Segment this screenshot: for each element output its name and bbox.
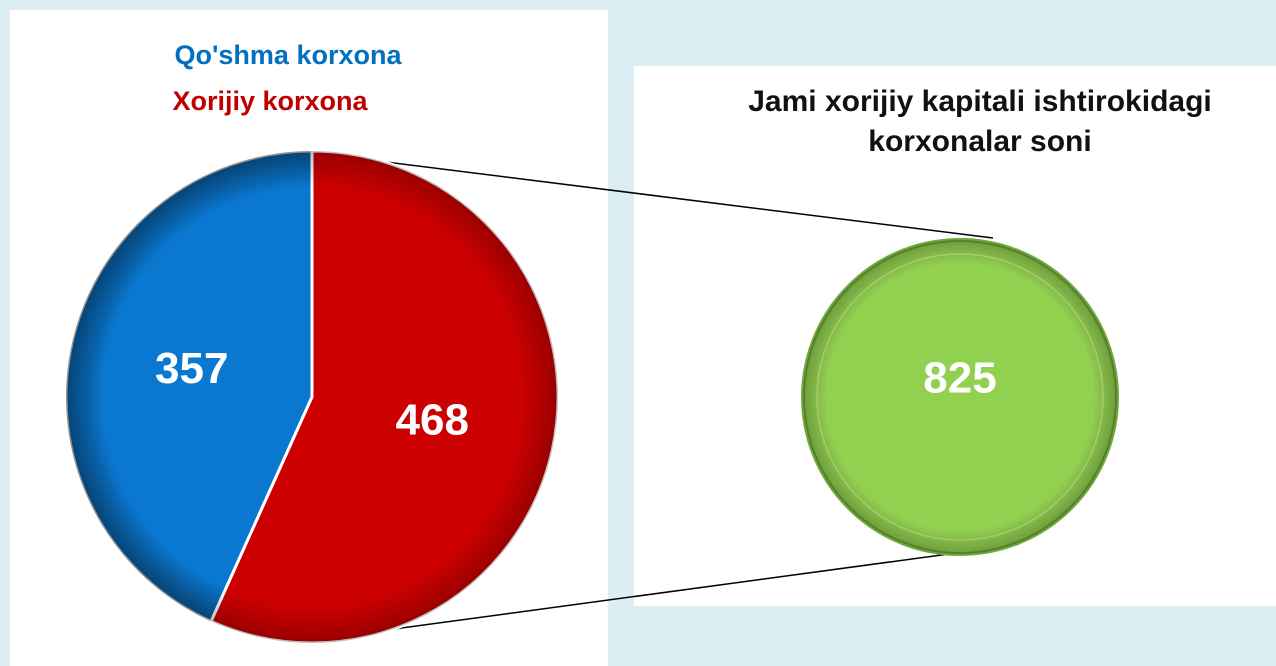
data-label: 825 — [923, 354, 996, 403]
legend-entry: Xorijiy korxona — [172, 86, 368, 116]
data-label: 468 — [396, 395, 469, 444]
data-label: 357 — [155, 344, 228, 393]
legend-entry: Qo'shma korxona — [175, 40, 403, 70]
chart-title: Jami xorijiy kapitali ishtirokidagi korx… — [748, 85, 1212, 158]
